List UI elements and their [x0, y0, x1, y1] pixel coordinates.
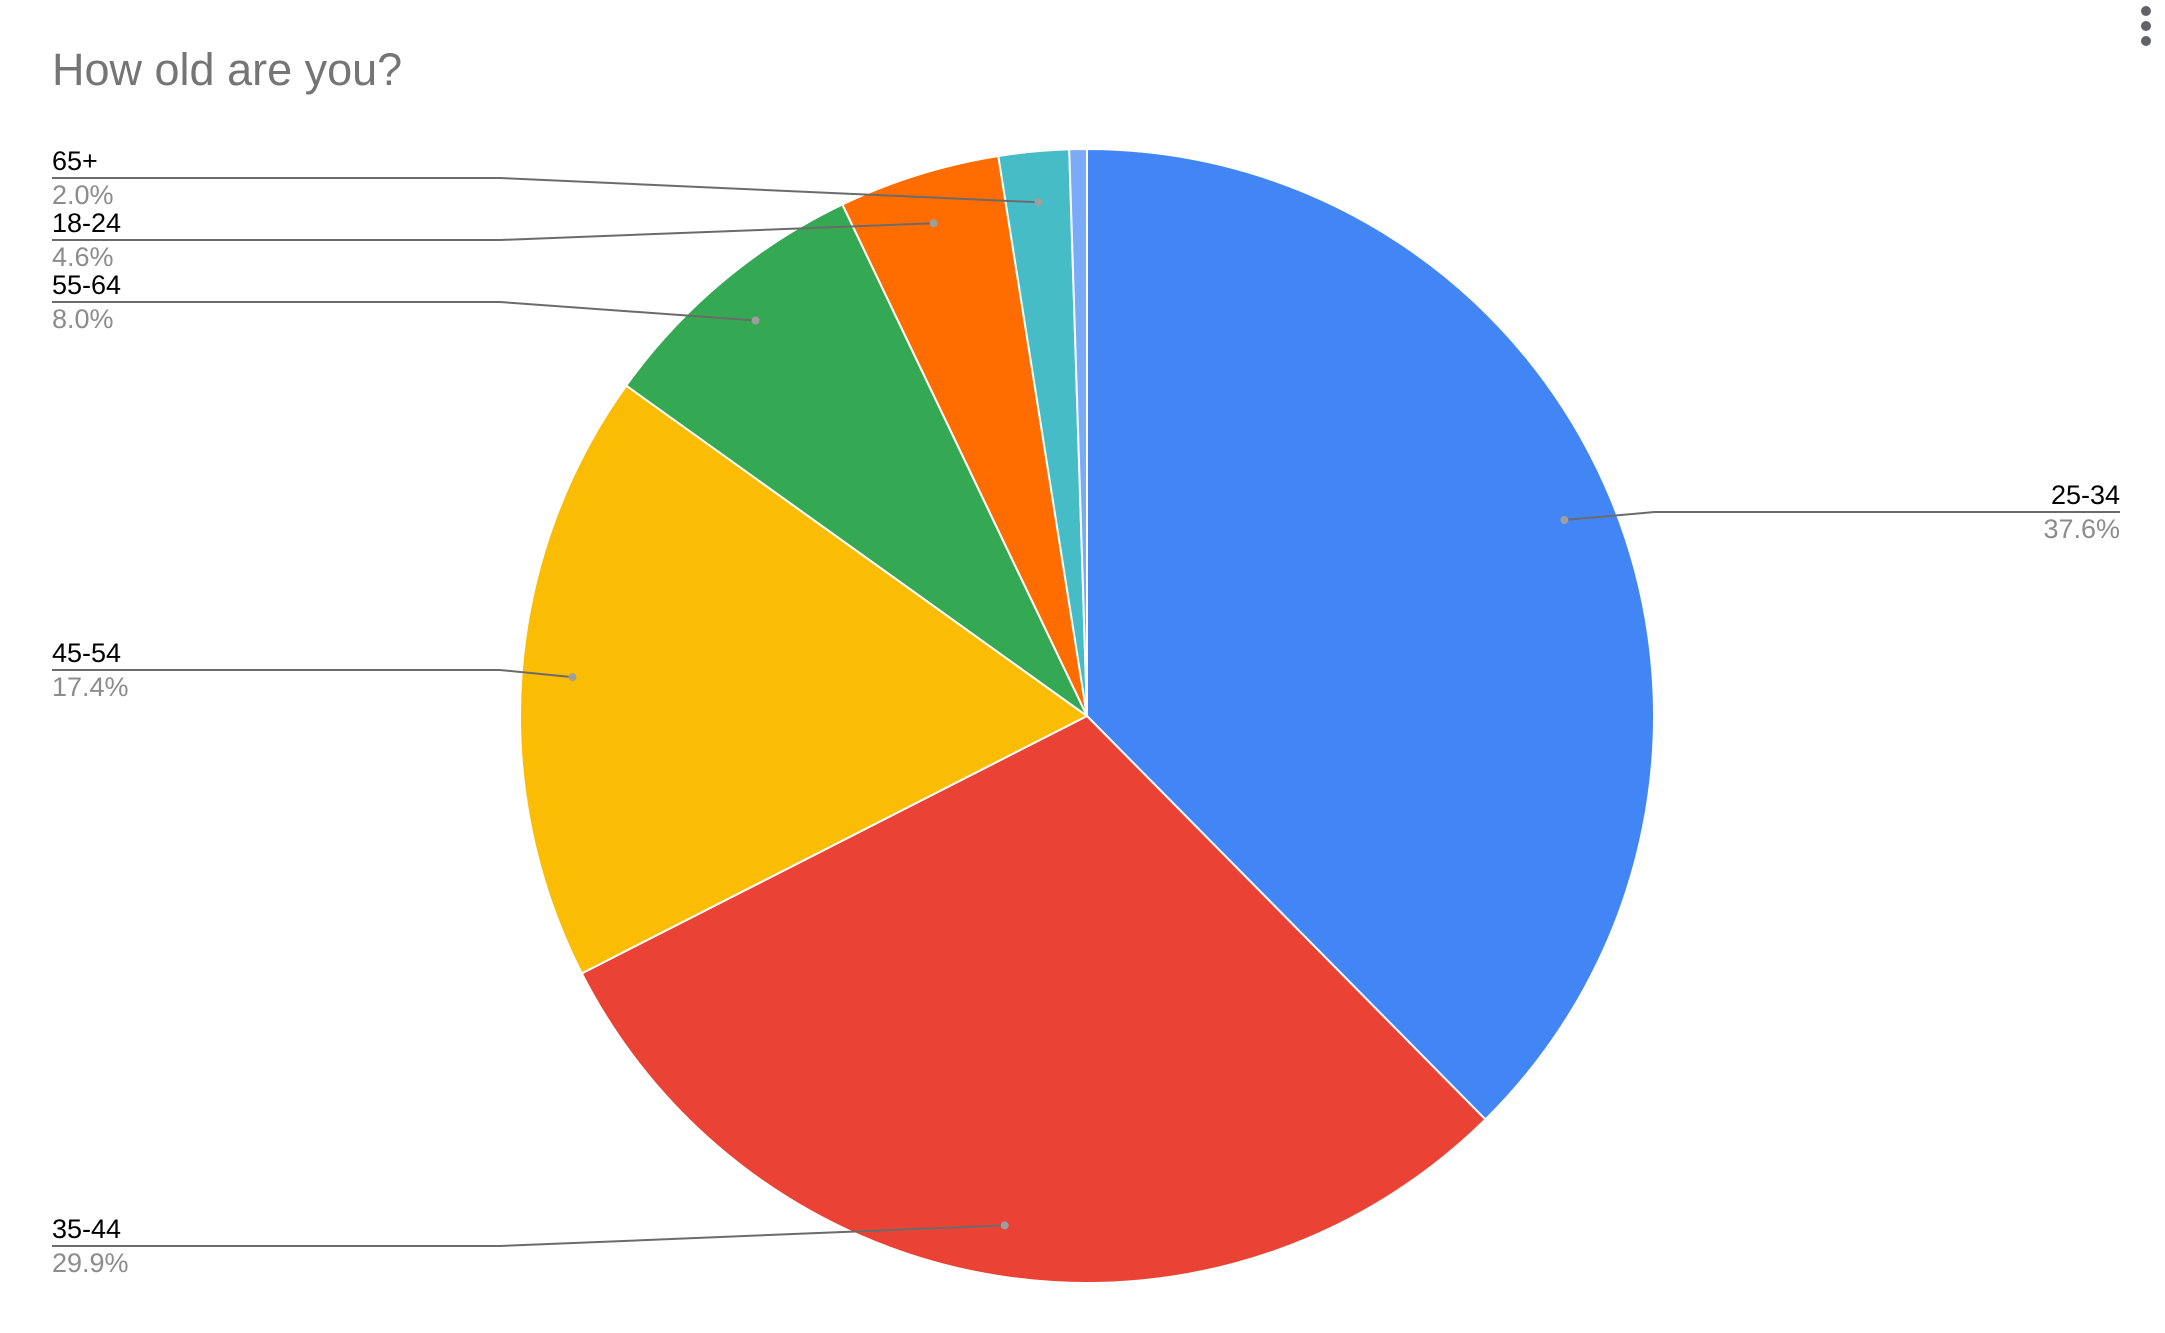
slice-label-55-64: 55-64 — [52, 270, 121, 300]
pie-slice-other — [1068, 147, 1088, 717]
slice-label-45-54: 45-54 — [52, 638, 121, 668]
slice-percent-55-64: 8.0% — [52, 304, 114, 334]
pie-slice-25-34 — [1086, 147, 1655, 1121]
pie-slices — [519, 147, 1655, 1284]
menu-dot — [2141, 36, 2151, 46]
chart-title: How old are you? — [52, 44, 403, 95]
callout-dot-65plus — [1034, 198, 1043, 207]
callout-line-45-54 — [52, 669, 573, 679]
pie-slice-55-64 — [624, 203, 1088, 717]
callout-line-65plus — [52, 177, 1039, 204]
callout-line-25-34 — [1564, 511, 2120, 521]
pie-slice-45-54 — [519, 384, 1089, 975]
callout-dot-18-24 — [929, 219, 938, 228]
callout-dot-25-34 — [1560, 516, 1569, 524]
callout-dot-35-44 — [1000, 1221, 1009, 1230]
slice-label-25-34: 25-34 — [2051, 480, 2120, 510]
callout-line-35-44 — [52, 1224, 1005, 1247]
callout-line-55-64 — [52, 301, 756, 322]
callout-dot-45-54 — [568, 673, 577, 682]
callout-dot-55-64 — [751, 316, 760, 325]
more-vert-icon[interactable] — [2136, 4, 2158, 48]
pie-slice-35-44 — [580, 714, 1487, 1284]
slice-label-18-24: 18-24 — [52, 208, 121, 238]
slice-percent-25-34: 37.6% — [2043, 514, 2120, 544]
slice-percent-45-54: 17.4% — [52, 672, 129, 702]
slice-percent-65plus: 2.0% — [52, 180, 114, 210]
menu-dot — [2141, 21, 2151, 31]
slice-percent-18-24: 4.6% — [52, 242, 114, 272]
slice-label-65plus: 65+ — [52, 146, 98, 176]
slice-label-35-44: 35-44 — [52, 1214, 121, 1244]
menu-dot — [2141, 6, 2151, 16]
pie-callouts: 25-34 37.6% 35-44 29.9% 45-54 17.4% 55-64 8.0% 1… — [52, 146, 2120, 1278]
callout-line-18-24 — [52, 222, 934, 241]
pie-slice-18-24 — [841, 154, 1088, 717]
slice-percent-35-44: 29.9% — [52, 1248, 129, 1278]
